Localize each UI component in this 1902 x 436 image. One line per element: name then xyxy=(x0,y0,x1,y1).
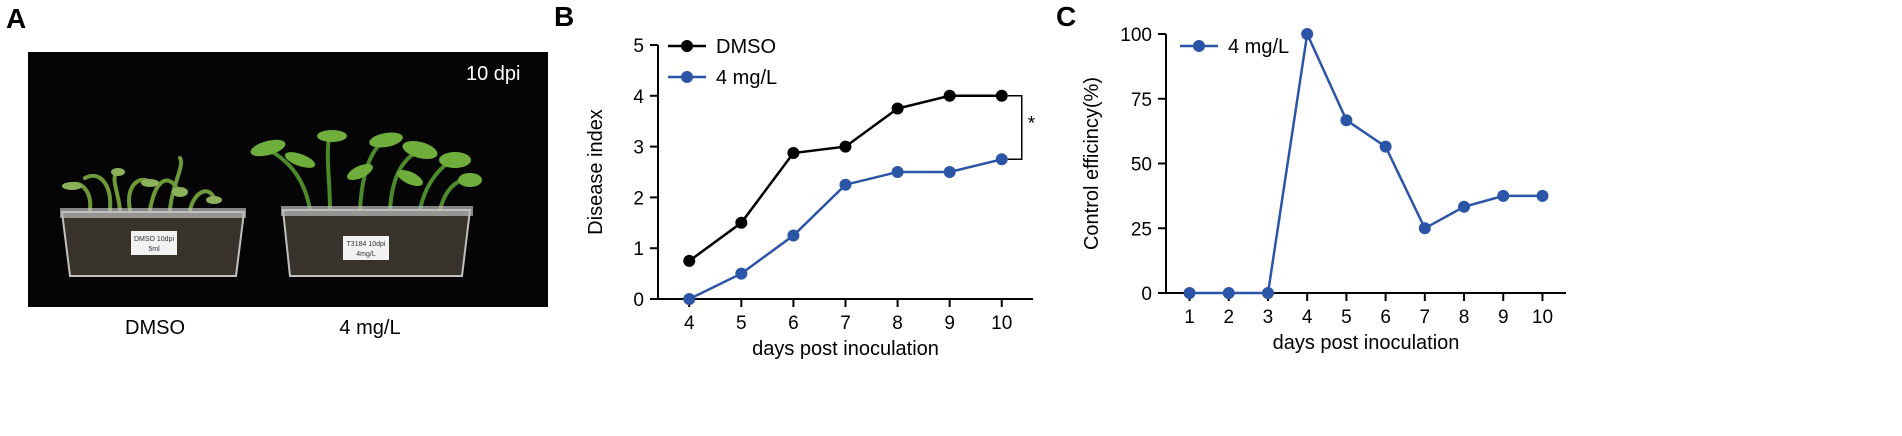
data-point xyxy=(943,89,956,102)
panel-b-letter: B xyxy=(554,1,574,32)
x-tick-label: 4 xyxy=(1302,307,1313,328)
data-point xyxy=(683,254,696,267)
data-point xyxy=(735,216,748,229)
x-tick-label: 10 xyxy=(1532,307,1553,328)
data-point xyxy=(943,166,956,178)
y-tick-label: 1 xyxy=(633,239,644,260)
dmso-container-rim xyxy=(60,208,246,218)
y-tick-label: 4 xyxy=(633,87,644,108)
x-tick-label: 10 xyxy=(991,313,1012,334)
data-point xyxy=(1458,200,1471,213)
x-tick-label: 9 xyxy=(944,313,955,334)
chart-c-control-efficiency: 0 25 50 75 100 1 2 3 4 5 6 7 8 9 10 days post inoculati… xyxy=(1081,25,1566,354)
significance-bracket xyxy=(1007,95,1023,161)
y-tick-label: 0 xyxy=(1141,284,1152,305)
data-point xyxy=(891,166,904,178)
series-line-0 xyxy=(688,94,1002,262)
x-tick-label: 5 xyxy=(736,313,747,334)
legend-label-0: 4 mg/L xyxy=(1228,36,1289,58)
dmso-pot-label xyxy=(131,231,177,255)
panel-c-letter: C xyxy=(1056,1,1076,32)
y-tick-label: 75 xyxy=(1131,90,1152,111)
dmso-pot: DMSO 10dpi 5ml xyxy=(60,156,246,277)
y-tick-label: 3 xyxy=(633,138,644,159)
data-point xyxy=(787,146,800,159)
data-point xyxy=(839,178,852,191)
data-point xyxy=(1222,287,1235,299)
legend-label-0: DMSO xyxy=(716,36,776,58)
x-tick-label: 8 xyxy=(892,313,903,334)
y-tick-label: 100 xyxy=(1120,25,1152,46)
treated-pot: T3184 10dpi 4mg/L xyxy=(250,130,482,277)
photo-dpi-tag: 10 dpi xyxy=(466,63,521,85)
chart-b-disease-index: 0 1 2 3 4 5 4 5 6 7 8 9 10 days post inoculation Disea… xyxy=(585,36,1036,360)
data-point xyxy=(1418,222,1431,235)
dmso-wilted-leaves xyxy=(62,168,222,204)
data-point xyxy=(1379,140,1392,153)
y-tick-label: 5 xyxy=(633,36,644,57)
data-point xyxy=(1301,28,1314,40)
x-tick-label: 7 xyxy=(840,313,851,334)
legend-marker-0 xyxy=(681,40,693,52)
x-tick-label: 4 xyxy=(684,313,695,334)
y-tick-label: 25 xyxy=(1131,219,1152,240)
treated-pot-label xyxy=(343,236,389,260)
x-axis-title: days post inoculation xyxy=(1273,332,1460,354)
dmso-pot-label-line2: 5ml xyxy=(148,246,160,253)
significance-mark: * xyxy=(1028,114,1036,135)
data-point xyxy=(683,293,696,305)
data-point xyxy=(1261,287,1274,299)
data-point xyxy=(1340,114,1353,127)
data-point xyxy=(1536,189,1549,202)
data-point xyxy=(839,140,852,153)
y-tick-label: 2 xyxy=(633,188,644,209)
caption-4mgl: 4 mg/L xyxy=(339,317,400,339)
x-tick-label: 6 xyxy=(1380,307,1391,328)
legend-marker-1 xyxy=(681,71,693,83)
treated-pot-label-line1: T3184 10dpi xyxy=(347,241,386,248)
data-point xyxy=(735,267,748,280)
dmso-pot-label-line1: DMSO 10dpi xyxy=(134,236,175,243)
legend-marker-0 xyxy=(1193,40,1205,52)
y-tick-label: 0 xyxy=(633,290,644,311)
treated-pot-label-line2: 4mg/L xyxy=(356,251,376,258)
x-tick-label: 6 xyxy=(788,313,799,334)
data-point xyxy=(995,89,1008,102)
data-point xyxy=(995,153,1008,166)
x-axis-title: days post inoculation xyxy=(752,338,939,360)
data-point xyxy=(787,229,800,242)
x-tick-label: 3 xyxy=(1263,307,1274,328)
series-line-0 xyxy=(1189,29,1543,295)
x-tick-label: 1 xyxy=(1184,307,1195,328)
x-tick-label: 5 xyxy=(1341,307,1352,328)
data-point xyxy=(1183,287,1196,299)
data-point xyxy=(1497,189,1510,202)
x-tick-label: 9 xyxy=(1498,307,1509,328)
legend-label-1: 4 mg/L xyxy=(716,67,777,89)
x-tick-label: 2 xyxy=(1223,307,1234,328)
data-point xyxy=(891,102,904,115)
caption-dmso: DMSO xyxy=(125,317,185,339)
treated-leaves xyxy=(250,130,482,187)
plant-photo: 10 dpi DMSO 10dpi 5m xyxy=(28,52,548,307)
x-tick-label: 8 xyxy=(1459,307,1470,328)
y-axis-title: Disease index xyxy=(585,109,607,235)
y-tick-label: 50 xyxy=(1131,155,1152,176)
y-axis-title: Control efficincy(%) xyxy=(1081,77,1103,250)
x-tick-label: 7 xyxy=(1420,307,1431,328)
panel-a-letter: A xyxy=(6,3,26,34)
treated-container-rim xyxy=(281,206,473,216)
